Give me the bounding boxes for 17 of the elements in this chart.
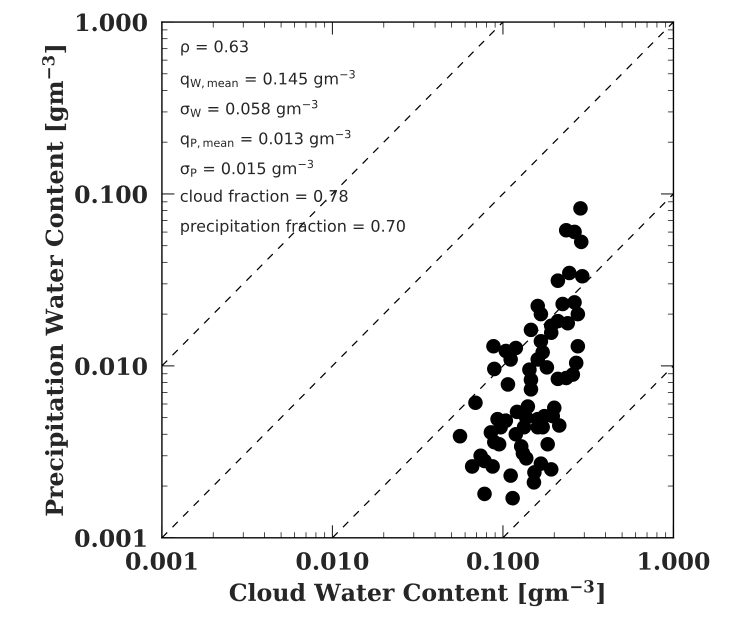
y-tick-label: 0.100 (75, 185, 147, 204)
annotation: σ$_{W}$ = 0.058 gm$^{−3}$ (180, 100, 318, 118)
annotation: q$_{P,mean}$ = 0.013 gm$^{−3}$ (180, 130, 350, 148)
y-tick-label: 0.010 (75, 357, 147, 376)
y-tick-label: 1.000 (76, 13, 147, 32)
annotation: q$_{W,mean}$ = 0.145 gm$^{−3}$ (180, 70, 355, 88)
annotation: ρ = 0.63 (181, 40, 248, 56)
y-axis-title: Precipitation Water Content [gm$^{−3}$] (42, 46, 68, 516)
annotation: cloud fraction = 0.78 (180, 190, 348, 202)
y-tick-label: 0.001 (75, 529, 146, 548)
x-tick-label: 0.001 (126, 552, 197, 570)
annotation: precipitation fraction = 0.70 (181, 220, 405, 236)
x-tick-label: 1.000 (639, 552, 710, 570)
x-tick-label: 0.100 (467, 552, 539, 570)
annotation: σ$_{P}$ = 0.015 gm$^{−3}$ (180, 160, 314, 178)
x-axis-title: Cloud Water Content [gm$^{−3}$] (230, 580, 604, 606)
x-tick-label: 0.010 (296, 552, 368, 570)
